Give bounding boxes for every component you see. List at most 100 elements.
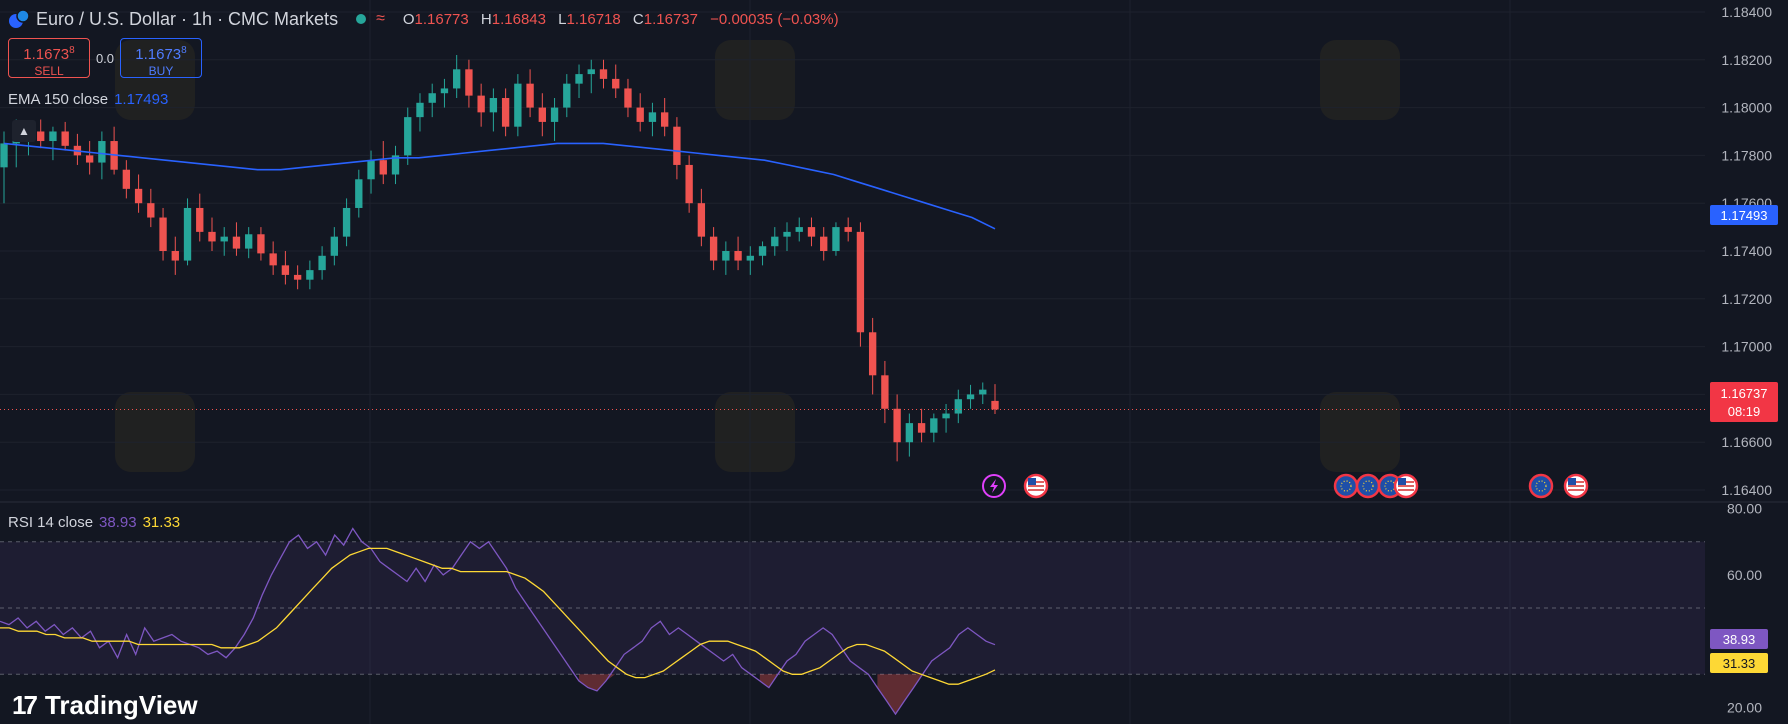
price-axis: 1.164001.166001.168001.170001.172001.174… — [1721, 4, 1772, 715]
buy-price: 1.1673 — [135, 46, 182, 63]
candle-body — [881, 375, 889, 409]
candle-body — [636, 107, 644, 122]
candle-body — [758, 246, 767, 256]
buy-button[interactable]: 1.16738 BUY — [120, 38, 202, 78]
candle-body — [428, 93, 436, 103]
rsi-layer — [0, 527, 996, 716]
candle-body — [660, 112, 669, 127]
price-tick-label: 1.18000 — [1721, 100, 1772, 116]
candle-body — [232, 236, 241, 249]
ohlc-values: O1.16773 H1.16843 L1.16718 C1.16737 −0.0… — [403, 11, 839, 28]
eu-flag-circle — [1355, 473, 1381, 499]
candle-body — [538, 107, 546, 122]
price-tick-label: 1.18400 — [1721, 4, 1772, 20]
candle-body — [0, 143, 8, 168]
ema-legend[interactable]: EMA 150 close 1.17493 — [8, 91, 168, 108]
candle-body — [905, 423, 914, 443]
close-label: C — [632, 10, 644, 28]
rsi-value-badge-bg — [1710, 629, 1768, 649]
candle-body — [612, 78, 620, 89]
rsi-line — [0, 527, 996, 716]
candle-body — [844, 227, 852, 232]
rsi-tick-label: 60.00 — [1727, 567, 1762, 583]
candle-body — [893, 408, 901, 443]
candle-body — [477, 95, 485, 113]
rsi-ma-badge: 31.33 — [1710, 653, 1768, 673]
currency-pair-icon — [9, 9, 30, 28]
candle-body — [416, 102, 424, 118]
watermark-logo — [715, 392, 795, 472]
candle-body — [673, 126, 681, 165]
candle-body — [367, 160, 375, 180]
rsi-legend-label: RSI 14 close — [8, 514, 94, 531]
candle-body — [404, 117, 412, 156]
candle-body — [355, 179, 363, 208]
candle-body — [942, 413, 950, 419]
candle-body — [379, 160, 387, 175]
candle-body — [257, 234, 265, 254]
price-tick-label: 1.18200 — [1721, 52, 1772, 68]
candle-body — [147, 203, 155, 218]
open-label: O — [402, 10, 415, 28]
candle-body — [856, 231, 865, 333]
rsi-oversold-fill — [578, 674, 923, 715]
candle-body — [526, 83, 534, 108]
candle-body — [514, 83, 522, 127]
eu-flag-icon — [1528, 473, 1554, 499]
tradingview-logo[interactable]: 17 TradingView — [12, 690, 198, 721]
chart-header: Euro / U.S. Dollar · 1h · CMC Markets ≈ … — [8, 6, 839, 32]
low-value: 1.16718 — [566, 10, 621, 28]
trade-panel: 1.16738 SELL 0.0 1.16738 BUY — [8, 38, 202, 78]
candle-body — [306, 270, 314, 280]
us-flag-icon — [1393, 473, 1419, 499]
candle-body — [685, 164, 693, 204]
rsi-legend-value: 38.93 — [99, 514, 137, 531]
candle-body — [954, 399, 962, 414]
rsi-value-badge: 38.93 — [1710, 629, 1768, 649]
candle-body — [746, 255, 754, 261]
current-price-text: 1.16737 — [1721, 386, 1768, 401]
rsi-band — [0, 541, 1705, 675]
candle-body — [697, 203, 706, 237]
candles-layer — [0, 54, 1705, 462]
candle-body — [734, 251, 742, 261]
rsi-value-badge-text: 38.93 — [1723, 632, 1756, 647]
candle-body — [550, 107, 559, 122]
candle-body — [183, 207, 192, 261]
candle-body — [648, 112, 657, 122]
ema-price-badge-text: 1.17493 — [1721, 208, 1768, 223]
ema-line — [3, 142, 996, 230]
symbol-title[interactable]: Euro / U.S. Dollar · 1h · CMC Markets — [36, 8, 339, 29]
sell-price-sup: 8 — [69, 45, 75, 56]
candle-body — [795, 227, 803, 232]
candle-body — [489, 98, 498, 113]
candle-body — [159, 217, 167, 251]
candle-body — [587, 69, 595, 75]
close-value: 1.16737 — [643, 10, 698, 28]
candle-body — [868, 332, 877, 376]
sell-button[interactable]: 1.16738 SELL — [8, 38, 90, 78]
current-price-badge-bg — [1710, 382, 1778, 422]
candle-body — [171, 251, 179, 261]
chevron-up-icon: ▲ — [18, 124, 30, 138]
rsi-legend[interactable]: RSI 14 close 38.93 31.33 — [8, 514, 180, 531]
eu-flag-icon — [1355, 473, 1381, 499]
candle-body — [391, 155, 400, 175]
candle-body — [134, 188, 143, 204]
candle-body — [318, 255, 326, 271]
candle-body — [85, 155, 94, 163]
candle-body — [599, 69, 608, 79]
candle-body — [979, 389, 987, 395]
candle-body — [245, 234, 253, 249]
price-tick-label: 1.16600 — [1721, 434, 1772, 450]
candle-body — [991, 400, 999, 410]
candle-body — [966, 394, 975, 400]
sell-price: 1.1673 — [23, 46, 70, 63]
data-wave-icon: ≈ — [376, 10, 385, 27]
spread-value: 0.0 — [95, 50, 115, 66]
flash-event-icon — [982, 474, 1006, 498]
tradingview-logo-icon: 17 — [12, 690, 38, 720]
collapse-legend-button[interactable]: ▲ — [12, 120, 36, 142]
candle-body — [917, 423, 926, 433]
